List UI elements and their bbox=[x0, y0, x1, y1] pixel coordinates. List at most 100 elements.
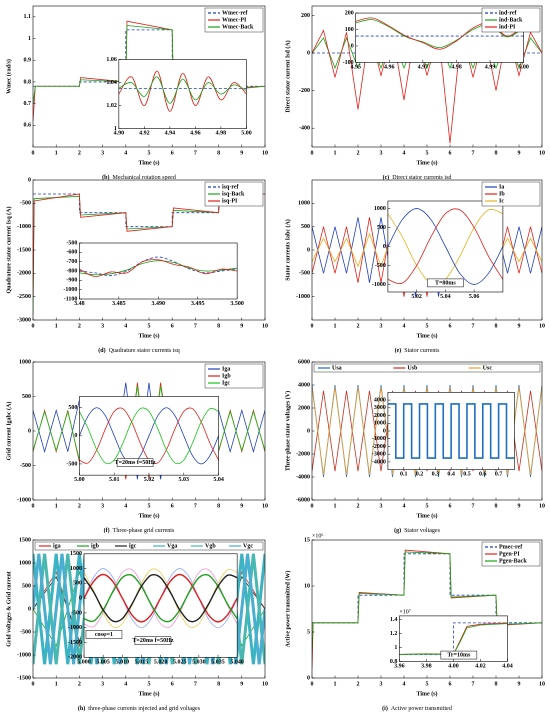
x-tick-label: 4.95 bbox=[350, 64, 361, 70]
y-tick-label: 0 bbox=[307, 428, 310, 434]
y-tick-label: 1.04 bbox=[106, 80, 117, 86]
legend-box bbox=[34, 541, 264, 551]
caption: (g) Stator voltages bbox=[394, 527, 440, 534]
x-axis-label: Time (s) bbox=[138, 332, 159, 339]
x-tick-label: 5.01 bbox=[109, 477, 120, 483]
x-tick-label: 6 bbox=[449, 681, 452, 687]
x-tick-label: 4.99 bbox=[485, 64, 496, 70]
x-tick-label: 10 bbox=[262, 681, 268, 687]
x-axis-label: Time (s) bbox=[416, 159, 437, 166]
y-tick-label: 1000 bbox=[298, 201, 310, 207]
legend-label: Pgen-PI bbox=[499, 551, 520, 557]
legend-label: ind-Back bbox=[499, 17, 523, 23]
x-tick-label: 5.040 bbox=[230, 659, 244, 665]
y-tick-label: 4000 bbox=[298, 382, 310, 388]
x-tick-label: 2 bbox=[78, 503, 81, 509]
y-tick-label: -500 bbox=[20, 201, 31, 207]
x-tick-label: 1 bbox=[334, 503, 337, 509]
x-tick-label: 6 bbox=[171, 503, 174, 509]
x-tick-label: 5 bbox=[148, 503, 151, 509]
y-axis-label: Quadrature stator current Isq (A) bbox=[5, 207, 12, 294]
y-tick-label: -2000 bbox=[296, 451, 310, 457]
caption-label: (f) bbox=[104, 527, 110, 534]
x-tick-label: 10 bbox=[539, 681, 545, 687]
y-tick-label: -800 bbox=[66, 268, 77, 274]
caption-text: Direct stator currents isd bbox=[392, 175, 451, 181]
x-tick-label: 2 bbox=[357, 503, 360, 509]
inset-exponent: ×10⁷ bbox=[399, 609, 410, 615]
x-tick-label: 7 bbox=[472, 150, 475, 156]
y-tick-label: 1 bbox=[114, 126, 117, 132]
x-tick-label: 4.92 bbox=[139, 131, 150, 137]
y-tick-label: -500 bbox=[299, 271, 310, 277]
x-axis-label: Time (s) bbox=[138, 159, 159, 166]
y-axis-label: Stator currents Iabc (A) bbox=[284, 219, 291, 281]
x-tick-label: 4.90 bbox=[114, 131, 125, 137]
y-tick-label: -500 bbox=[71, 610, 82, 616]
x-tick-label: 1 bbox=[55, 503, 58, 509]
caption-label: (d) bbox=[98, 347, 105, 354]
data-line bbox=[79, 260, 238, 276]
x-tick-label: 3 bbox=[101, 681, 104, 687]
x-axis-label: Time (s) bbox=[138, 512, 159, 519]
y-tick-label: -3000 bbox=[17, 317, 31, 323]
x-tick-label: 0.5 bbox=[463, 472, 471, 478]
x-tick-label: 5 bbox=[148, 681, 151, 687]
x-tick-label: 9 bbox=[240, 323, 243, 329]
caption-label: (i) bbox=[382, 705, 388, 712]
x-tick-label: 1 bbox=[55, 681, 58, 687]
x-tick-label: 5 bbox=[148, 150, 151, 156]
x-tick-label: 0 bbox=[311, 503, 314, 509]
axes-frame bbox=[118, 59, 247, 129]
data-line bbox=[118, 76, 247, 104]
x-tick-label: 5.00 bbox=[74, 477, 85, 483]
legend-label: igc bbox=[129, 543, 137, 549]
x-tick-label: 0.6 bbox=[479, 472, 487, 478]
x-tick-label: 0 bbox=[311, 150, 314, 156]
axes-frame bbox=[355, 12, 524, 63]
legend-label: Wmec-PI bbox=[222, 17, 247, 23]
data-line bbox=[387, 208, 503, 285]
data-line bbox=[79, 256, 238, 277]
y-axis-label: Active power transmitted (W) bbox=[284, 571, 291, 648]
caption: (f) Three-phase grid currents bbox=[104, 527, 175, 534]
y-tick-label: 3000 bbox=[374, 405, 386, 411]
y-tick-label: -1000 bbox=[296, 294, 310, 300]
x-tick-label: 4 bbox=[403, 150, 406, 156]
caption: (b) Mechanical rotation speed bbox=[102, 174, 176, 181]
x-tick-label: 4.00 bbox=[448, 663, 459, 669]
annotation: T=80ms bbox=[435, 280, 456, 286]
y-tick-label: -400 bbox=[299, 126, 310, 132]
inset-background bbox=[118, 59, 247, 129]
x-tick-label: 0.2 bbox=[416, 472, 424, 478]
x-tick-label: 9 bbox=[240, 150, 243, 156]
annotation-box bbox=[134, 636, 172, 645]
x-tick-label: 3 bbox=[380, 503, 383, 509]
axis-exponent: ×10⁶ bbox=[312, 533, 323, 539]
y-tick-label: 1000 bbox=[374, 206, 386, 212]
caption-text: three-phase currents injected and grid v… bbox=[88, 706, 200, 712]
caption-text: Stator voltages bbox=[404, 528, 440, 534]
x-tick-label: 0.4 bbox=[447, 472, 455, 478]
y-tick-label: -1000 bbox=[68, 625, 82, 631]
data-line bbox=[79, 407, 219, 465]
y-tick-label: 1 bbox=[28, 36, 31, 42]
legend-label: Vgc bbox=[243, 543, 253, 549]
y-tick-label: 1.4 bbox=[390, 617, 398, 623]
x-tick-label: 5 bbox=[426, 150, 429, 156]
data-line bbox=[84, 573, 238, 623]
x-tick-label: 2 bbox=[78, 150, 81, 156]
x-tick-label: 1 bbox=[334, 323, 337, 329]
x-tick-label: 5.035 bbox=[211, 659, 225, 665]
y-tick-label: 5 bbox=[307, 629, 310, 635]
legend-label: Ia bbox=[499, 184, 504, 190]
x-tick-label: 0 bbox=[32, 323, 35, 329]
annotation: T=20ms f=50Hz bbox=[115, 460, 156, 466]
annotation: Tr=10ms bbox=[447, 652, 471, 658]
y-tick-label: 0 bbox=[28, 606, 31, 612]
x-tick-label: 3.48 bbox=[74, 301, 85, 307]
x-tick-label: 6 bbox=[171, 681, 174, 687]
caption-text: Three-phase grid currents bbox=[113, 528, 175, 534]
y-tick-label: -500 bbox=[20, 463, 31, 469]
